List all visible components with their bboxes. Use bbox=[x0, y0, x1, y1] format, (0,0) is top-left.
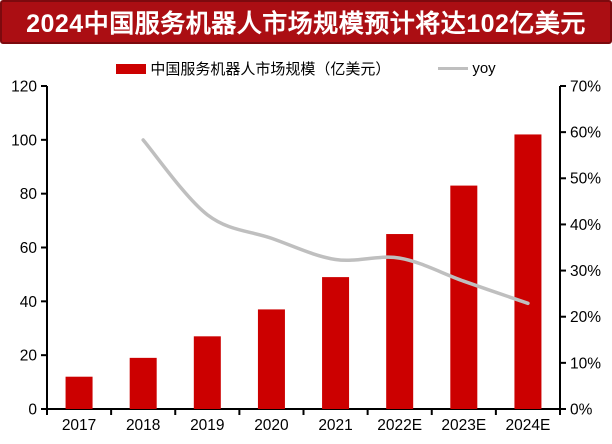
yoy-line bbox=[141, 138, 530, 306]
right-axis-tick-label: 60% bbox=[570, 125, 601, 142]
right-axis-tick-label: 20% bbox=[570, 309, 601, 326]
x-axis-category-label: 2019 bbox=[190, 417, 224, 434]
right-axis-tick-label: 0% bbox=[570, 401, 593, 418]
x-axis-category-label: 2022E bbox=[377, 417, 422, 434]
legend-label-yoy: yoy bbox=[472, 60, 496, 77]
bar-2022E bbox=[386, 234, 414, 409]
legend-item-yoy: yoy bbox=[438, 60, 496, 77]
left-axis-tick-label: 40 bbox=[20, 294, 38, 311]
x-axis-category-label: 2023E bbox=[441, 417, 486, 434]
left-axis-tick-label: 100 bbox=[11, 132, 37, 149]
bar-2018 bbox=[129, 357, 157, 409]
x-axis-category-label: 2021 bbox=[318, 417, 352, 434]
right-axis-tick-label: 50% bbox=[570, 171, 601, 188]
title-banner: 2024中国服务机器人市场规模预计将达102亿美元 bbox=[0, 0, 612, 44]
x-axis-category-label: 2020 bbox=[254, 417, 289, 434]
chart-legend: 中国服务机器人市场规模（亿美元） yoy bbox=[0, 58, 612, 79]
bar-2017 bbox=[65, 376, 93, 409]
right-axis-tick-label: 10% bbox=[570, 355, 601, 372]
x-axis-category-label: 2017 bbox=[62, 417, 96, 434]
combo-chart: 0 20 40 60 80 100 120 0% 10% 20% 30% 40% 50% 60% 70% 20… bbox=[11, 78, 601, 434]
x-axis-category-label: 2018 bbox=[126, 417, 160, 434]
right-axis-tick-label: 40% bbox=[570, 217, 601, 234]
page-title: 2024中国服务机器人市场规模预计将达102亿美元 bbox=[26, 10, 586, 38]
left-axis-tick-label: 80 bbox=[20, 186, 38, 203]
legend-label-market-size: 中国服务机器人市场规模（亿美元） bbox=[150, 61, 391, 78]
chart-area: 中国服务机器人市场规模（亿美元） yoy 0 20 40 60 80 100 120 0% 10… bbox=[0, 44, 612, 444]
x-axis-category-label: 2024E bbox=[506, 417, 551, 434]
line-series-swatch-icon bbox=[438, 66, 469, 71]
bar-2021 bbox=[322, 277, 350, 409]
bar-2019 bbox=[193, 336, 221, 409]
left-axis-tick-label: 0 bbox=[28, 401, 37, 418]
left-axis-tick-label: 20 bbox=[20, 348, 38, 365]
bar-2020 bbox=[257, 309, 285, 409]
bar-series-swatch-icon bbox=[116, 63, 147, 74]
right-axis-tick-label: 30% bbox=[570, 263, 601, 280]
right-axis-tick-label: 70% bbox=[570, 78, 601, 95]
left-axis-tick-label: 60 bbox=[20, 240, 38, 257]
left-axis-tick-label: 120 bbox=[11, 78, 37, 95]
bar-2024E bbox=[514, 134, 542, 409]
legend-item-market-size: 中国服务机器人市场规模（亿美元） bbox=[116, 58, 390, 79]
bar-2023E bbox=[450, 185, 478, 409]
